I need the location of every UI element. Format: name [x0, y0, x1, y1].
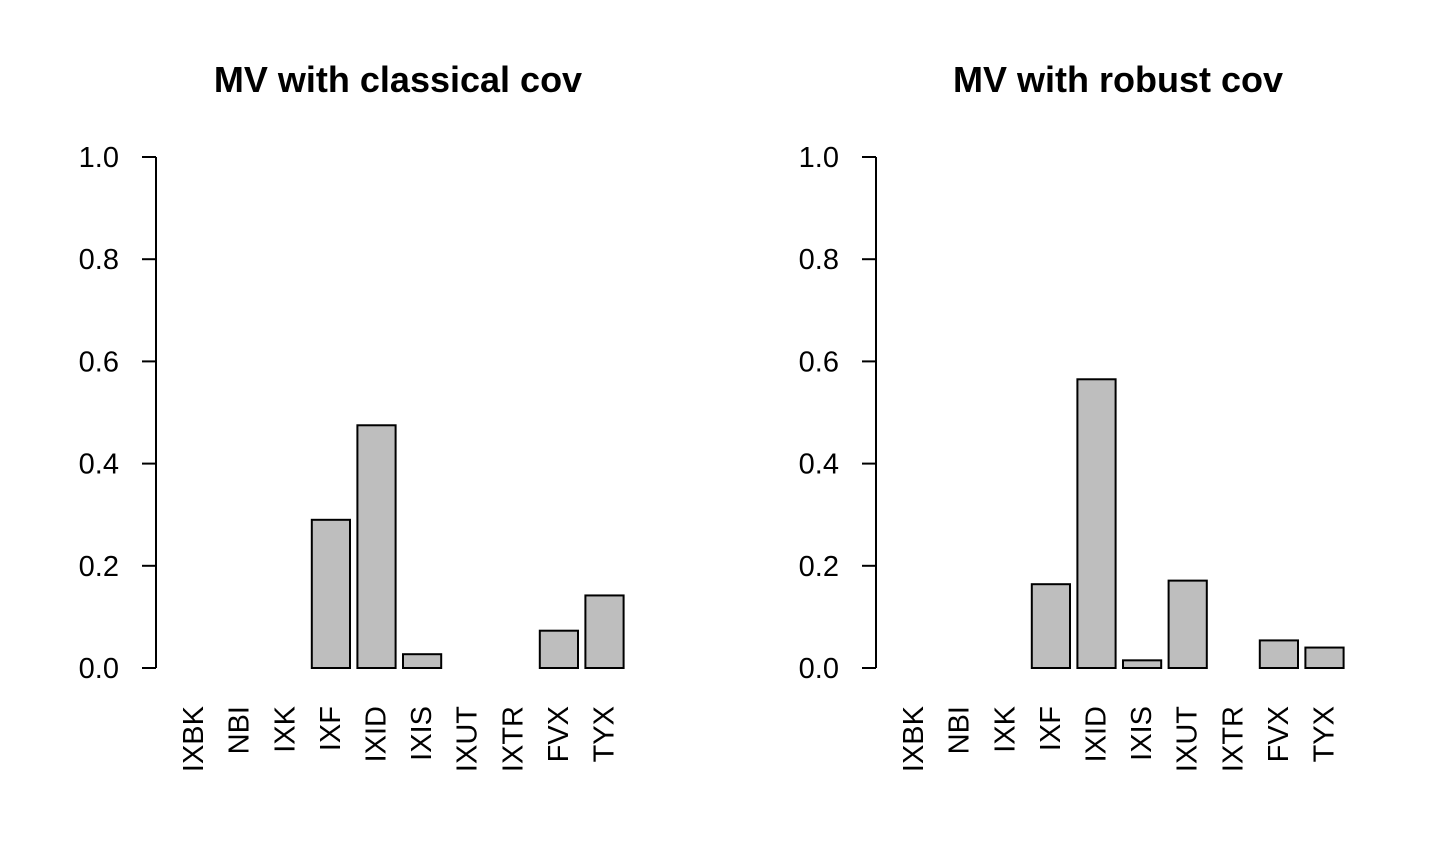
x-tick-label: FVX	[543, 706, 575, 762]
bar-ixid	[356, 424, 397, 669]
x-tick-label: IXK	[989, 705, 1021, 752]
x-tick-label: IXF	[315, 706, 347, 751]
x-tick-label: NBI	[944, 706, 976, 754]
bar-tyx	[584, 594, 625, 669]
chart-title: MV with classical cov	[214, 59, 582, 100]
y-tick-label: 1.0	[79, 142, 119, 174]
x-tick-label: IXBK	[178, 705, 210, 772]
bar-fvx	[1258, 639, 1300, 670]
y-tick-label: 0.2	[79, 551, 119, 583]
x-tick-label: IXUT	[452, 706, 484, 772]
bar-ixf	[1030, 583, 1072, 669]
x-tick-label: IXF	[1035, 706, 1067, 751]
bar-ixis	[402, 653, 443, 670]
bar-tyx	[1304, 646, 1345, 669]
x-tick-label: IXBK	[898, 705, 930, 772]
chart-title: MV with robust cov	[953, 59, 1283, 100]
x-tick-label: TYX	[589, 706, 621, 762]
bar-ixut	[1167, 579, 1208, 670]
x-tick-label: IXIS	[406, 706, 438, 761]
y-tick-label: 1.0	[799, 142, 839, 174]
x-tick-label: IXID	[361, 706, 393, 762]
x-tick-label: NBI	[224, 706, 256, 754]
x-tick-label: IXUT	[1172, 706, 1204, 772]
x-tick-label: TYX	[1309, 706, 1341, 762]
y-tick-label: 0.2	[799, 551, 839, 583]
y-tick-label: 0.6	[799, 346, 839, 378]
bar-ixf	[310, 518, 351, 669]
y-tick-label: 0.0	[79, 653, 119, 685]
bar-ixis	[1122, 659, 1163, 670]
x-tick-label: IXTR	[497, 706, 529, 772]
y-tick-label: 0.6	[79, 346, 119, 378]
bar-fvx	[538, 629, 579, 670]
x-tick-label: IXTR	[1217, 706, 1249, 772]
y-tick-label: 0.8	[799, 244, 839, 276]
y-tick-label: 0.0	[799, 653, 839, 685]
y-tick-label: 0.4	[799, 449, 839, 481]
panel-classical-cov: MV with classical cov 0.0 0.2 0.4 0.6 0.8 1.0 I…	[79, 59, 625, 772]
bar-ixid	[1076, 378, 1117, 669]
x-tick-label: IXID	[1081, 706, 1113, 762]
x-tick-label: FVX	[1263, 706, 1295, 762]
y-tick-label: 0.8	[79, 244, 119, 276]
x-tick-label: IXIS	[1126, 706, 1158, 761]
y-tick-label: 0.4	[79, 449, 119, 481]
panel-robust-cov: MV with robust cov 0.0 0.2 0.4 0.6 0.8 1.0 IXBK…	[799, 59, 1345, 772]
x-tick-label: IXK	[269, 705, 301, 752]
